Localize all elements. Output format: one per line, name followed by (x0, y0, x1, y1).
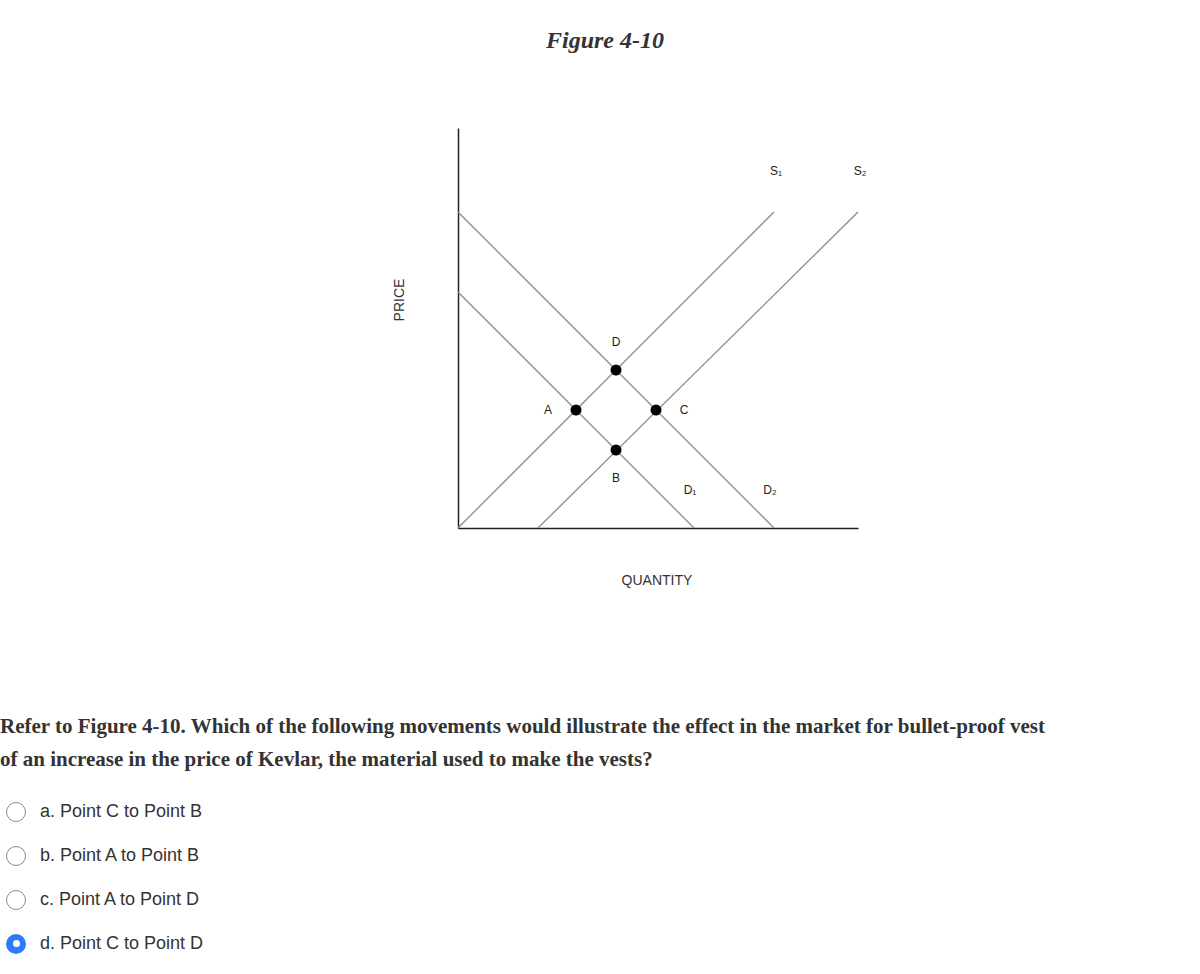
plot-area (458, 212, 858, 528)
option-label[interactable]: c. Point A to Point D (40, 889, 199, 910)
curve (458, 212, 774, 528)
answer-option[interactable]: d. Point C to Point D (6, 933, 203, 954)
curve-label: D₂ (763, 483, 777, 497)
x-axis (459, 528, 859, 529)
curve-label: S₁ (770, 164, 782, 178)
answer-option[interactable]: a. Point C to Point B (6, 801, 202, 822)
radio-button[interactable] (6, 846, 26, 866)
curve (538, 212, 858, 528)
option-label[interactable]: a. Point C to Point B (40, 801, 202, 822)
point-label: C (680, 403, 689, 417)
point (611, 445, 622, 456)
answer-option[interactable]: c. Point A to Point D (6, 889, 199, 910)
chart-title: Figure 4-10 (545, 27, 664, 53)
question-text: of an increase in the price of Kevlar, t… (0, 747, 653, 772)
option-label[interactable]: b. Point A to Point B (40, 845, 199, 866)
y-axis-title: PRICE (391, 279, 407, 322)
point (611, 365, 622, 376)
curve-label: S₂ (854, 164, 867, 178)
radio-dot (13, 940, 20, 947)
option-label[interactable]: d. Point C to Point D (40, 933, 203, 954)
point (571, 405, 582, 416)
answer-option[interactable]: b. Point A to Point B (6, 845, 199, 866)
axis-line (458, 129, 460, 529)
axis-line (459, 528, 859, 530)
curve-label: D₁ (684, 483, 697, 497)
labels: S₁ S₂ D₁ D₂ A B C D (544, 164, 867, 497)
radio-button[interactable] (6, 890, 26, 910)
radio-button[interactable] (6, 934, 26, 954)
curve (458, 292, 694, 528)
point-label: B (612, 471, 620, 485)
question-text: Refer to Figure 4-10. Which of the follo… (0, 714, 1045, 739)
x-axis-title: QUANTITY (622, 572, 693, 588)
radio-button[interactable] (6, 802, 26, 822)
y-axis (458, 129, 459, 529)
point-label: A (544, 403, 552, 417)
point (651, 405, 662, 416)
curve (458, 212, 774, 528)
point-label: D (612, 335, 621, 349)
